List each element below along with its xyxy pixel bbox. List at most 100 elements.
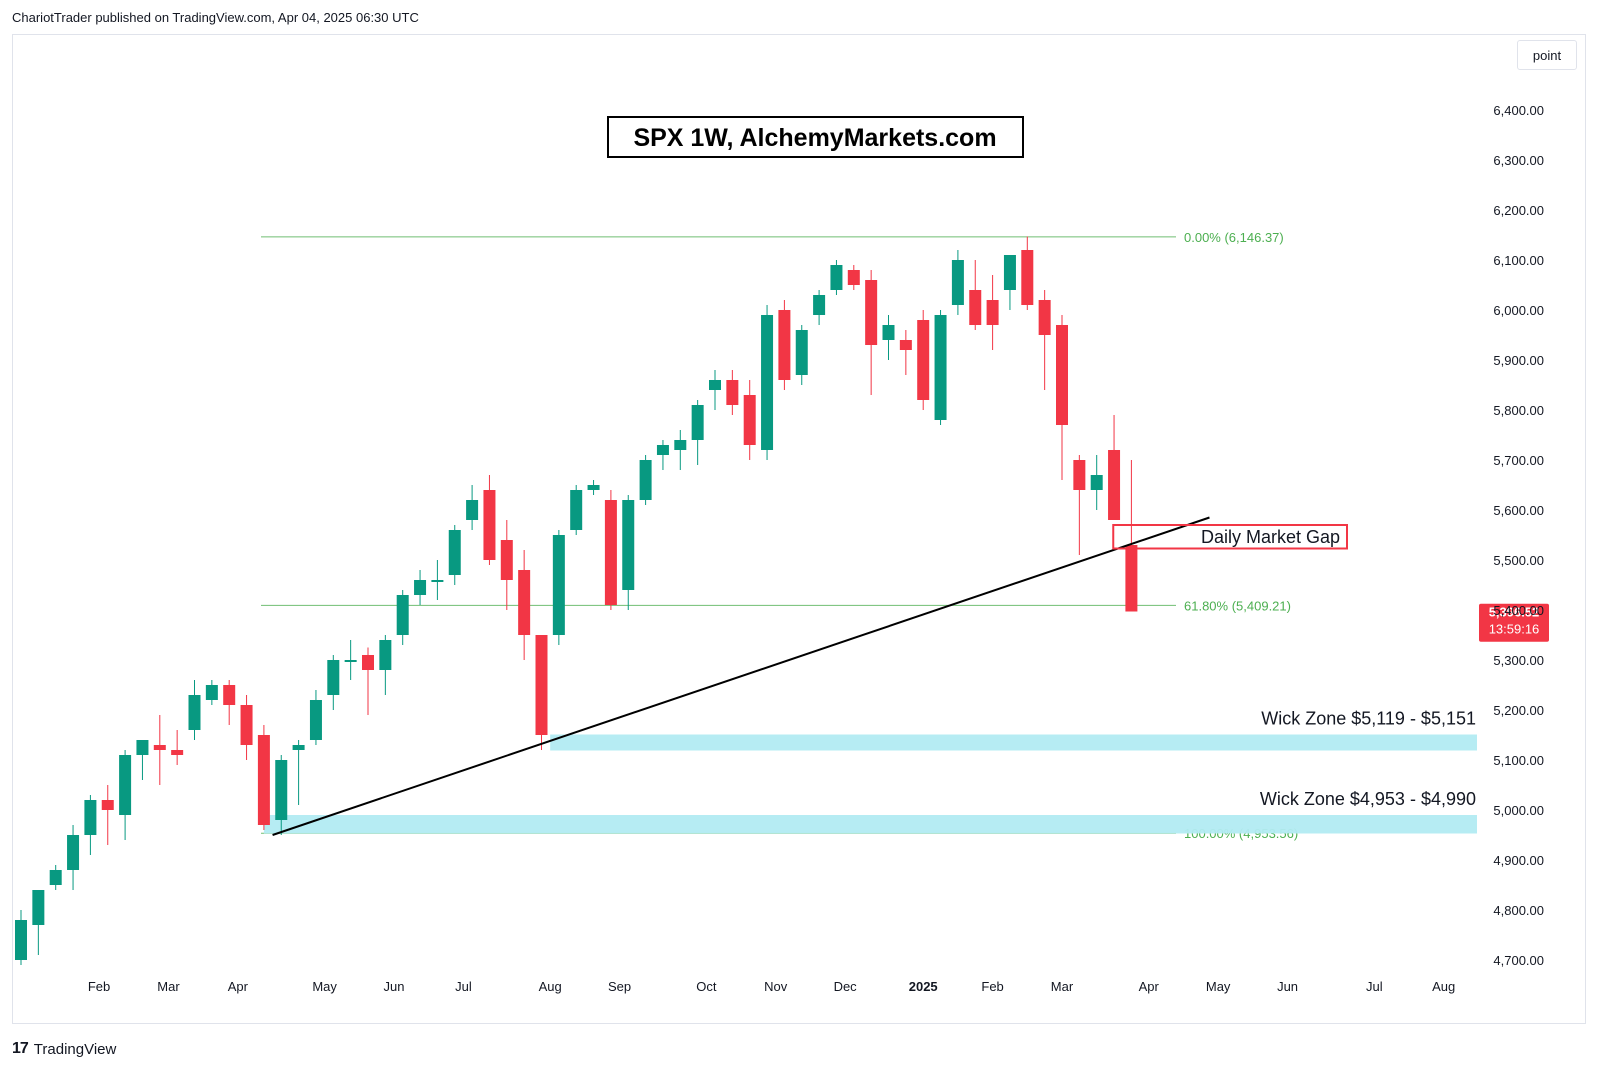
candle-body [448,530,461,575]
x-tick-label: Jun [1277,979,1298,994]
last-price-countdown: 13:59:16 [1489,622,1540,637]
candle-body [882,325,895,340]
candle-body [1090,475,1103,490]
y-tick-label: 6,400.00 [1493,103,1544,118]
candle-body [240,705,253,745]
candle-body [726,380,739,405]
x-tick-label: Aug [1432,979,1455,994]
x-tick-label: Feb [981,979,1003,994]
candle-body [552,535,565,635]
candle-body [1125,545,1138,612]
candle-body [362,655,374,670]
y-tick-label: 5,300.00 [1493,653,1544,668]
y-tick-label: 5,900.00 [1493,353,1544,368]
last-price-tag [1479,603,1549,642]
x-tick-label: Apr [1139,979,1160,994]
candle-body [917,320,930,400]
candle-body [1108,450,1121,520]
x-tick-label: Oct [696,979,717,994]
y-tick-label: 5,200.00 [1493,703,1544,718]
candle-body [795,330,808,375]
y-tick-label: 5,100.00 [1493,753,1544,768]
y-tick-label: 4,800.00 [1493,903,1544,918]
candle-body [309,700,322,740]
wick-zone-band [263,815,1477,834]
publisher-caption: ChariotTrader published on TradingView.c… [12,10,419,25]
candle-body [639,460,652,500]
fib-level-label: 0.00% (6,146.37) [1184,230,1284,245]
candle-body [101,800,114,810]
y-tick-label: 5,600.00 [1493,503,1544,518]
candle-body [119,755,132,815]
y-tick-label: 5,800.00 [1493,403,1544,418]
candle-body [49,870,62,885]
candle-body [847,270,860,285]
candle-body [223,685,236,705]
chart-frame [12,34,1586,1024]
wick-zone-label: Wick Zone $4,953 - $4,990 [1260,789,1476,809]
candle-body [674,440,687,450]
candle-body [466,500,479,520]
candle-body [743,395,756,445]
candle-body [153,745,166,750]
candle-body [136,740,149,755]
y-tick-label: 4,700.00 [1493,953,1544,968]
candle-body [67,835,80,870]
y-tick-label: 6,000.00 [1493,303,1544,318]
candle-body [691,405,704,440]
candle-body [396,595,409,635]
x-tick-label: Jun [384,979,405,994]
y-tick-label: 5,400.00 [1493,603,1544,618]
tradingview-logo[interactable]: 17 TradingView [12,1040,116,1058]
candle-body [188,695,201,730]
x-tick-label: Jul [1366,979,1383,994]
candle-body [986,300,999,325]
candle-body [622,500,635,590]
candle-body [951,260,964,305]
candle-body [830,265,843,290]
candle-body [518,570,531,635]
candle-body [275,760,288,820]
candle-body [587,485,600,490]
candle-body [969,290,982,325]
market-gap-label: Daily Market Gap [1201,527,1340,547]
x-tick-label: Mar [1051,979,1074,994]
candle-body [205,685,218,700]
candle-body [761,315,774,450]
x-tick-label: Feb [88,979,110,994]
candle-body [1073,460,1086,490]
candle-body [709,380,721,390]
candle-body [32,890,45,925]
y-tick-label: 5,700.00 [1493,453,1544,468]
candle-body [865,280,878,345]
candle-body [656,445,669,455]
candle-body [483,490,496,560]
candle-body [15,920,27,960]
candle-body [344,660,357,662]
last-price-value: 5,396.52 [1489,605,1540,620]
fib-level-label: 61.80% (5,409.21) [1184,598,1291,613]
x-tick-label: Aug [539,979,562,994]
candle-body [1038,300,1051,335]
y-tick-label: 5,000.00 [1493,803,1544,818]
x-tick-label: May [312,979,337,994]
y-tick-label: 6,300.00 [1493,153,1544,168]
candle-body [1056,325,1068,425]
x-tick-label: May [1206,979,1231,994]
tradingview-logo-text: TradingView [33,1040,117,1058]
candle-body [934,315,947,420]
candle-body [535,635,548,735]
candle-body [431,580,444,582]
tradingview-logo-icon: 17 [12,1040,29,1057]
price-unit-button[interactable]: point [1517,40,1577,70]
candle-body [292,745,305,750]
y-tick-label: 5,500.00 [1493,553,1544,568]
x-tick-label: Sep [608,979,631,994]
x-tick-label: 2025 [909,979,938,994]
x-tick-label: Jul [455,979,472,994]
candle-body [778,310,791,380]
candle-body [1003,255,1016,290]
candle-body [500,540,513,580]
x-tick-label: Dec [834,979,858,994]
